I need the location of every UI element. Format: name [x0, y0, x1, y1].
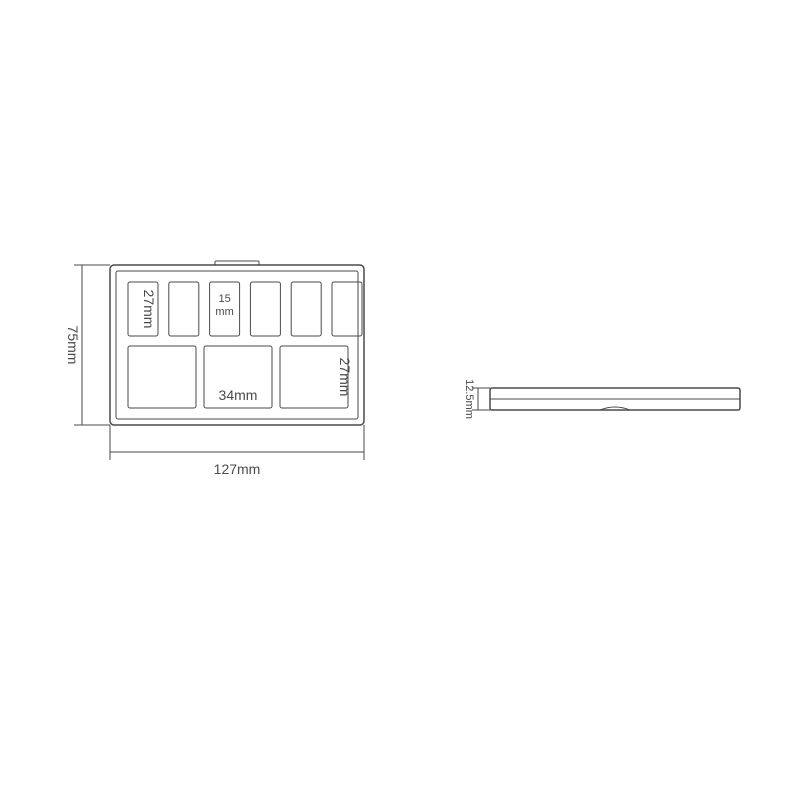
dim-overall-width: 127mm [214, 461, 261, 477]
small-slot [291, 282, 321, 336]
dim-large-slot-height: 27mm [337, 358, 353, 397]
dim-thickness: 12.5mm [463, 379, 475, 419]
dim-overall-height: 75mm [65, 326, 81, 365]
dimension-drawing: 27mm 15mm 34mm 27mm 127mm 75mm 12.5mm [0, 0, 800, 800]
top-view: 27mm 15mm 34mm 27mm 127mm 75mm [65, 261, 364, 477]
dim-small-slot-height: 27mm [141, 290, 157, 329]
side-view: 12.5mm [463, 379, 740, 419]
small-slot [250, 282, 280, 336]
small-slot [169, 282, 199, 336]
large-slot [128, 346, 196, 408]
dim-large-slot-width: 34mm [219, 387, 258, 403]
dim-small-slot-width-2: mm [215, 306, 233, 318]
dim-small-slot-width-1: 15 [218, 293, 230, 305]
